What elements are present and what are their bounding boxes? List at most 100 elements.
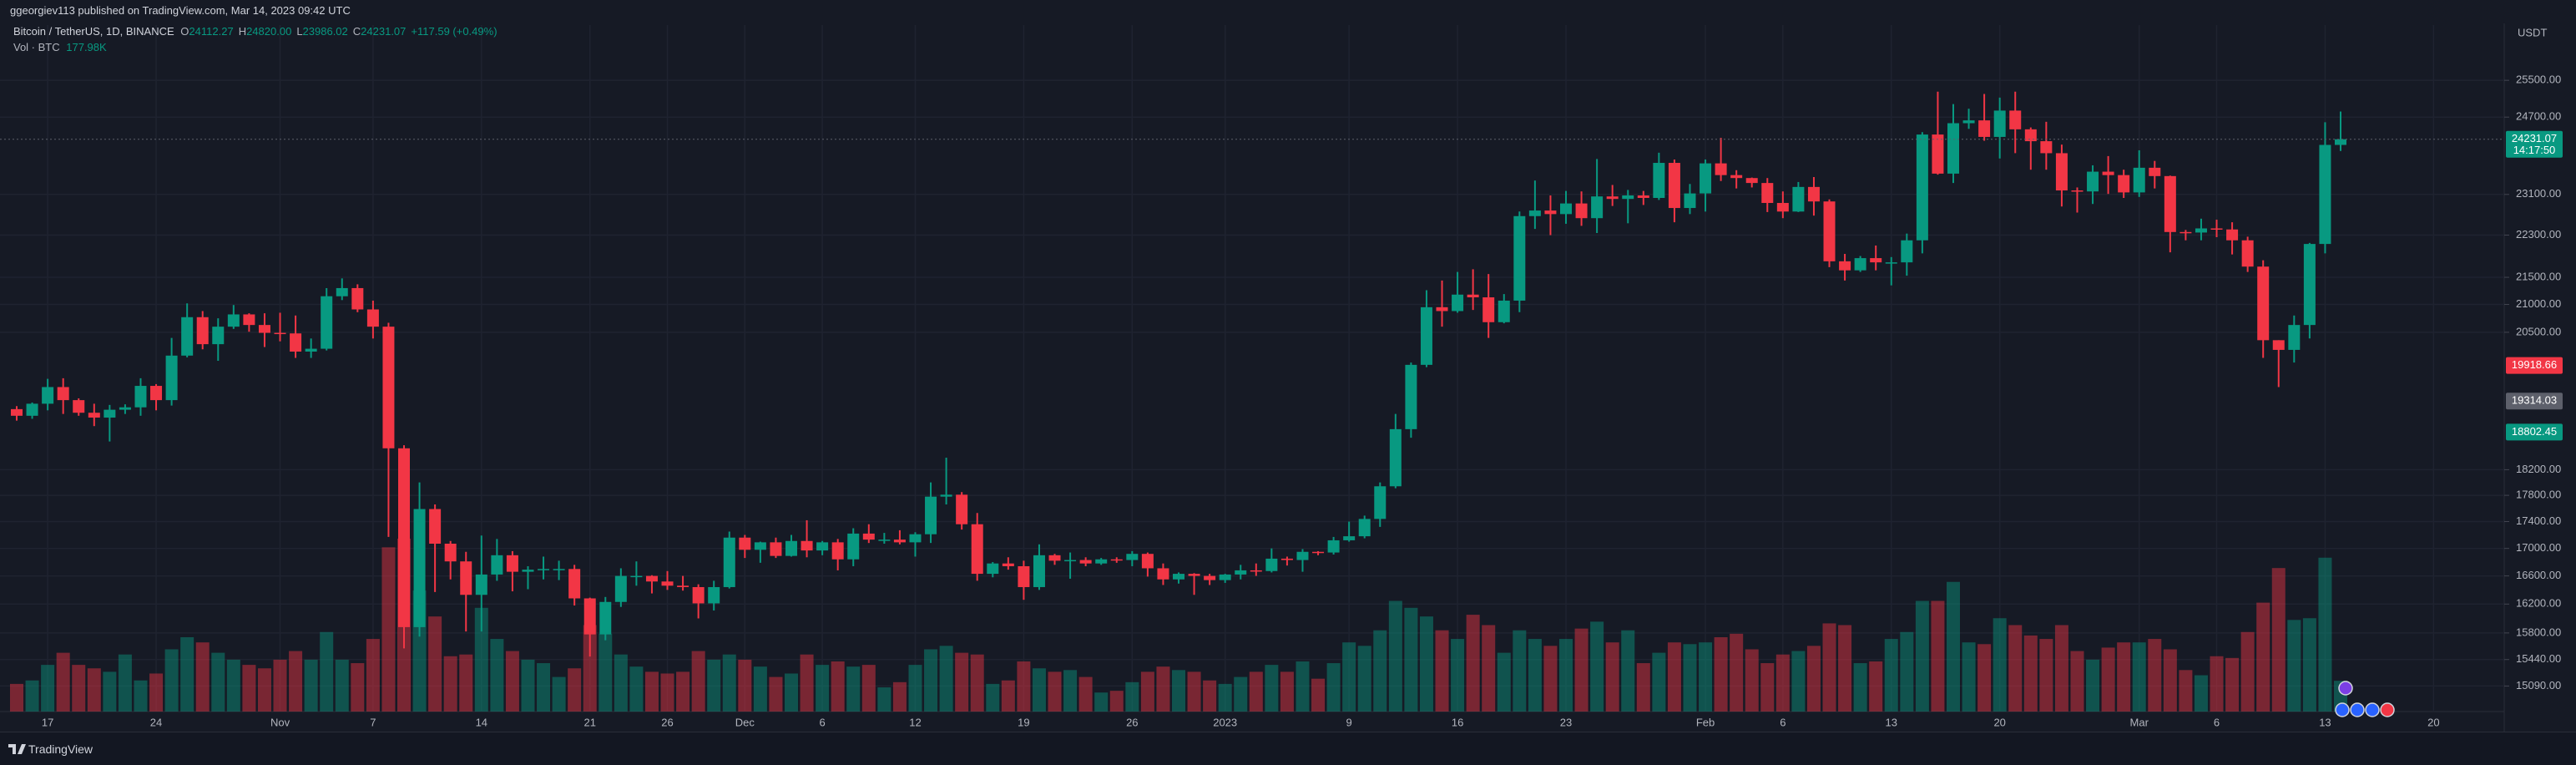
volume-bar bbox=[614, 654, 628, 712]
candles bbox=[11, 91, 2346, 657]
legend-value: 24231.07 bbox=[361, 25, 407, 38]
volume-bar bbox=[1947, 581, 1960, 712]
price-tag-label: 24231.07 bbox=[2512, 132, 2557, 144]
volume-bar bbox=[2070, 651, 2084, 712]
y-tick-label: 16600.00 bbox=[2516, 569, 2561, 581]
candle-body bbox=[568, 569, 581, 599]
x-tick-label: Mar bbox=[2130, 716, 2149, 728]
volume-bar bbox=[644, 671, 659, 712]
price-tag bbox=[2506, 393, 2563, 410]
candle-body bbox=[1730, 175, 1743, 179]
candle-body bbox=[336, 287, 348, 296]
volume-bar bbox=[1078, 676, 1093, 712]
candle-body bbox=[1637, 195, 1649, 198]
volume-bar bbox=[1806, 646, 1821, 712]
volume-bar bbox=[1574, 628, 1589, 712]
grid bbox=[0, 25, 2504, 712]
volume-bar bbox=[195, 642, 210, 712]
x-tick-label: 13 bbox=[1886, 716, 1897, 728]
volume-bar bbox=[1915, 600, 1929, 712]
candle-body bbox=[2288, 325, 2301, 350]
candle-body bbox=[2024, 129, 2037, 142]
x-tick-label: 26 bbox=[1126, 716, 1138, 728]
volume-bar bbox=[10, 683, 23, 712]
volume-bar bbox=[1265, 665, 1279, 712]
volume-bar bbox=[970, 654, 984, 712]
x-tick-label: 16 bbox=[1452, 716, 1463, 728]
volume-bar bbox=[1140, 671, 1154, 712]
volume-bar bbox=[1311, 678, 1326, 712]
volume-bar bbox=[289, 651, 303, 712]
candle-body bbox=[1436, 307, 1448, 312]
candle-body bbox=[1528, 210, 1541, 216]
x-tick-label: 26 bbox=[661, 716, 673, 728]
candle-body bbox=[1684, 193, 1696, 209]
x-tick-label: 24 bbox=[150, 716, 162, 728]
candle-body bbox=[1467, 294, 1479, 298]
volume-bar bbox=[1745, 649, 1759, 712]
volume-bar bbox=[443, 656, 457, 712]
volume-value: 177.98K bbox=[66, 41, 107, 53]
volume-bar bbox=[41, 665, 55, 712]
volume-bar bbox=[320, 631, 334, 712]
candle-body bbox=[444, 543, 457, 562]
candle-body bbox=[2179, 231, 2192, 234]
legend-key: C bbox=[352, 25, 361, 38]
candle-body bbox=[11, 408, 23, 416]
candle-body bbox=[274, 332, 286, 335]
x-tick-label: 21 bbox=[583, 716, 595, 728]
candle-body bbox=[785, 540, 797, 556]
volume-bar bbox=[1435, 630, 1449, 712]
candle-body bbox=[862, 533, 875, 540]
volume-bar bbox=[738, 659, 752, 712]
volume-bar bbox=[2008, 625, 2023, 712]
volume-bar bbox=[908, 665, 922, 712]
candle-body bbox=[1885, 262, 1897, 264]
candle-body bbox=[1018, 565, 1030, 587]
candle-body bbox=[847, 533, 860, 560]
volume-bar bbox=[366, 639, 380, 712]
candle-body bbox=[770, 542, 782, 556]
volume-bar bbox=[816, 665, 830, 712]
volume-bar bbox=[785, 673, 798, 712]
candle-body bbox=[1544, 210, 1557, 215]
volume-bar bbox=[1636, 663, 1650, 712]
logo bbox=[8, 744, 26, 754]
volume-bar bbox=[1373, 630, 1387, 712]
volume-bar bbox=[2039, 639, 2053, 712]
candle-body bbox=[1932, 134, 1944, 174]
volume-bar bbox=[103, 671, 117, 712]
candle-body bbox=[1173, 574, 1184, 580]
volume-bar bbox=[1218, 683, 1232, 712]
x-tick-label: 6 bbox=[820, 716, 826, 728]
candle-body bbox=[2241, 240, 2254, 267]
volume-bar bbox=[351, 663, 365, 712]
volume-bar bbox=[568, 668, 582, 712]
x-tick-label: 20 bbox=[1993, 716, 2005, 728]
volume-bar bbox=[1543, 646, 1558, 712]
x-tick-label: 17 bbox=[42, 716, 53, 728]
y-tick-label: 22300.00 bbox=[2516, 228, 2561, 241]
legend-value: 24112.27 bbox=[189, 25, 234, 38]
candle-body bbox=[2210, 228, 2223, 230]
x-tick-label: Dec bbox=[735, 716, 755, 728]
volume-bar bbox=[2240, 631, 2255, 712]
volume-bar bbox=[72, 665, 86, 712]
brand: TradingView bbox=[28, 742, 93, 756]
volume-bar bbox=[1822, 623, 1836, 712]
candle-body bbox=[1823, 201, 1836, 261]
volume-bar bbox=[25, 680, 39, 712]
volume-bar bbox=[1203, 680, 1217, 712]
volume-bar bbox=[428, 616, 442, 712]
candle-body bbox=[583, 598, 596, 635]
candle-body bbox=[1204, 575, 1216, 580]
candle-body bbox=[940, 494, 952, 497]
volume-bar bbox=[2271, 568, 2286, 712]
volume-bar bbox=[149, 673, 164, 712]
candle-body bbox=[2226, 229, 2239, 241]
candle-body bbox=[1048, 555, 1061, 561]
candle-body bbox=[1141, 554, 1154, 569]
volume-bar bbox=[939, 646, 953, 712]
y-tick-label: 23100.00 bbox=[2516, 187, 2561, 200]
candle-body bbox=[290, 333, 302, 352]
